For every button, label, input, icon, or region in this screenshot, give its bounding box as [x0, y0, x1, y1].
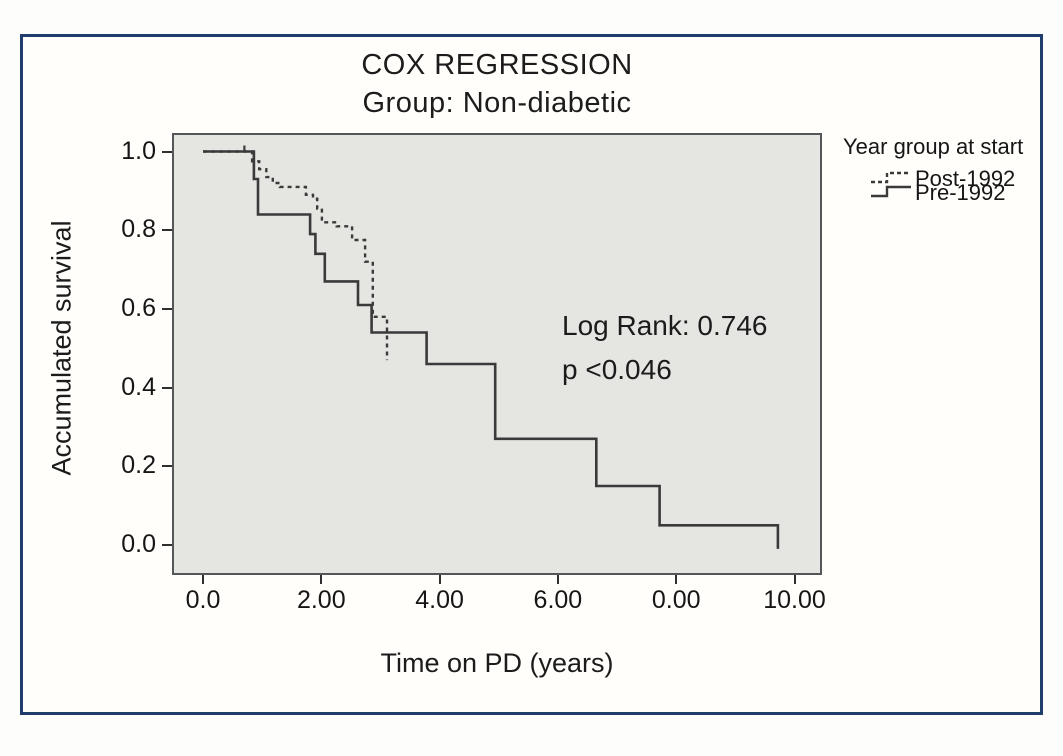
- y-tick-mark: [162, 386, 172, 389]
- log-rank-value: Log Rank: 0.746: [562, 310, 768, 341]
- stats-annotation: Log Rank: 0.746 p <0.046: [562, 304, 768, 392]
- p-value: p <0.046: [562, 354, 672, 385]
- y-tick-label: 0.0: [121, 530, 156, 558]
- y-tick-mark: [162, 307, 172, 310]
- x-axis-title: Time on PD (years): [380, 648, 614, 678]
- survival-curves-svg: [203, 145, 780, 549]
- y-tick-label: 0.4: [121, 372, 156, 401]
- x-tick-mark: [793, 575, 796, 584]
- y-tick-label: 0.2: [121, 451, 156, 480]
- y-tick-label: 1.0: [121, 136, 156, 165]
- curve-post-1992: [203, 150, 389, 361]
- legend-title: Year group at start: [843, 134, 1024, 159]
- chart-title: COX REGRESSION: [361, 49, 633, 81]
- curve-pre-1992: [203, 150, 780, 549]
- plot-area: [172, 133, 822, 575]
- dashed-line-sample: [871, 171, 911, 184]
- x-tick-label: 10.00: [763, 586, 826, 614]
- x-tick-mark: [675, 575, 678, 584]
- legend-label-post-1992: Post-1992: [915, 166, 1016, 191]
- x-tick-mark: [438, 575, 441, 584]
- x-tick-mark: [202, 575, 204, 584]
- chart-title-block: COX REGRESSION Group: Non-diabetic: [172, 46, 822, 122]
- chart-subtitle: Group: Non-diabetic: [362, 87, 632, 119]
- y-tick-mark: [162, 150, 172, 153]
- legend-label-pre-1992: Pre-1992: [915, 179, 1006, 205]
- legend-swatch-solid: [871, 185, 911, 197]
- x-tick-label: 6.00: [533, 586, 583, 614]
- y-tick-label: 0.6: [121, 293, 156, 322]
- y-tick-mark: [162, 465, 172, 468]
- legend-swatch-dashed: [871, 171, 911, 184]
- y-tick-mark: [162, 544, 172, 546]
- x-tick-mark: [556, 575, 559, 584]
- x-tick-mark: [320, 575, 323, 584]
- y-tick-label: 0.8: [121, 215, 156, 244]
- x-tick-label: 0.0: [185, 586, 221, 614]
- y-tick-mark: [162, 229, 172, 232]
- y-axis-title: Accumulated survival: [46, 220, 77, 476]
- solid-line-sample: [871, 185, 911, 197]
- x-tick-label: 2.00: [296, 586, 346, 614]
- x-tick-label: 0.00: [651, 586, 701, 614]
- x-tick-label: 4.00: [415, 586, 464, 614]
